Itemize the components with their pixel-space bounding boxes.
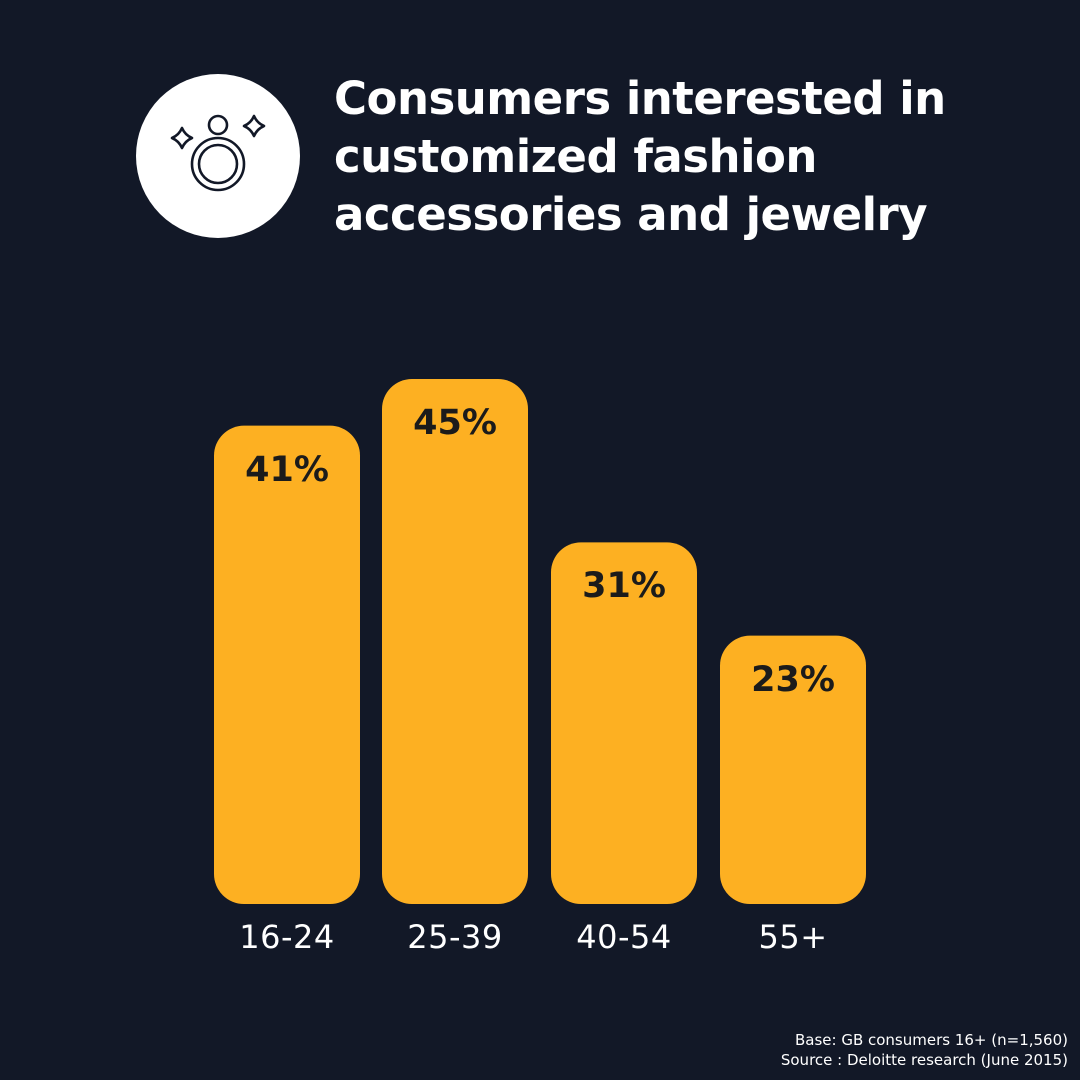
footnote-base: Base: GB consumers 16+ (n=1,560) bbox=[794, 1031, 1068, 1049]
x-tick-label: 16-24 bbox=[239, 918, 335, 956]
bar-value-label: 41% bbox=[245, 449, 329, 490]
footnote-source: Source : Deloitte research (June 2015) bbox=[780, 1051, 1068, 1069]
x-tick-label: 25-39 bbox=[407, 918, 503, 956]
bar-value-label: 31% bbox=[582, 566, 666, 607]
ring-icon bbox=[170, 114, 266, 192]
bar-55+ bbox=[720, 635, 866, 904]
bar-value-label: 45% bbox=[413, 403, 497, 443]
x-tick-label: 55+ bbox=[758, 918, 828, 956]
icon-badge bbox=[136, 74, 300, 238]
bar-value-label: 23% bbox=[751, 659, 835, 700]
footnote: Base: GB consumers 16+ (n=1,560) Source … bbox=[781, 1030, 1068, 1070]
bar-40-54 bbox=[551, 542, 697, 904]
bar-25-39 bbox=[382, 379, 528, 904]
bar-16-24 bbox=[214, 425, 360, 904]
x-tick-label: 40-54 bbox=[576, 918, 672, 956]
title-line: Consumers interested in bbox=[334, 72, 946, 125]
chart-title: Consumers interested in customized fashi… bbox=[334, 70, 1034, 244]
title-line: accessories and jewelry bbox=[334, 188, 928, 241]
title-line: customized fashion bbox=[334, 130, 817, 183]
